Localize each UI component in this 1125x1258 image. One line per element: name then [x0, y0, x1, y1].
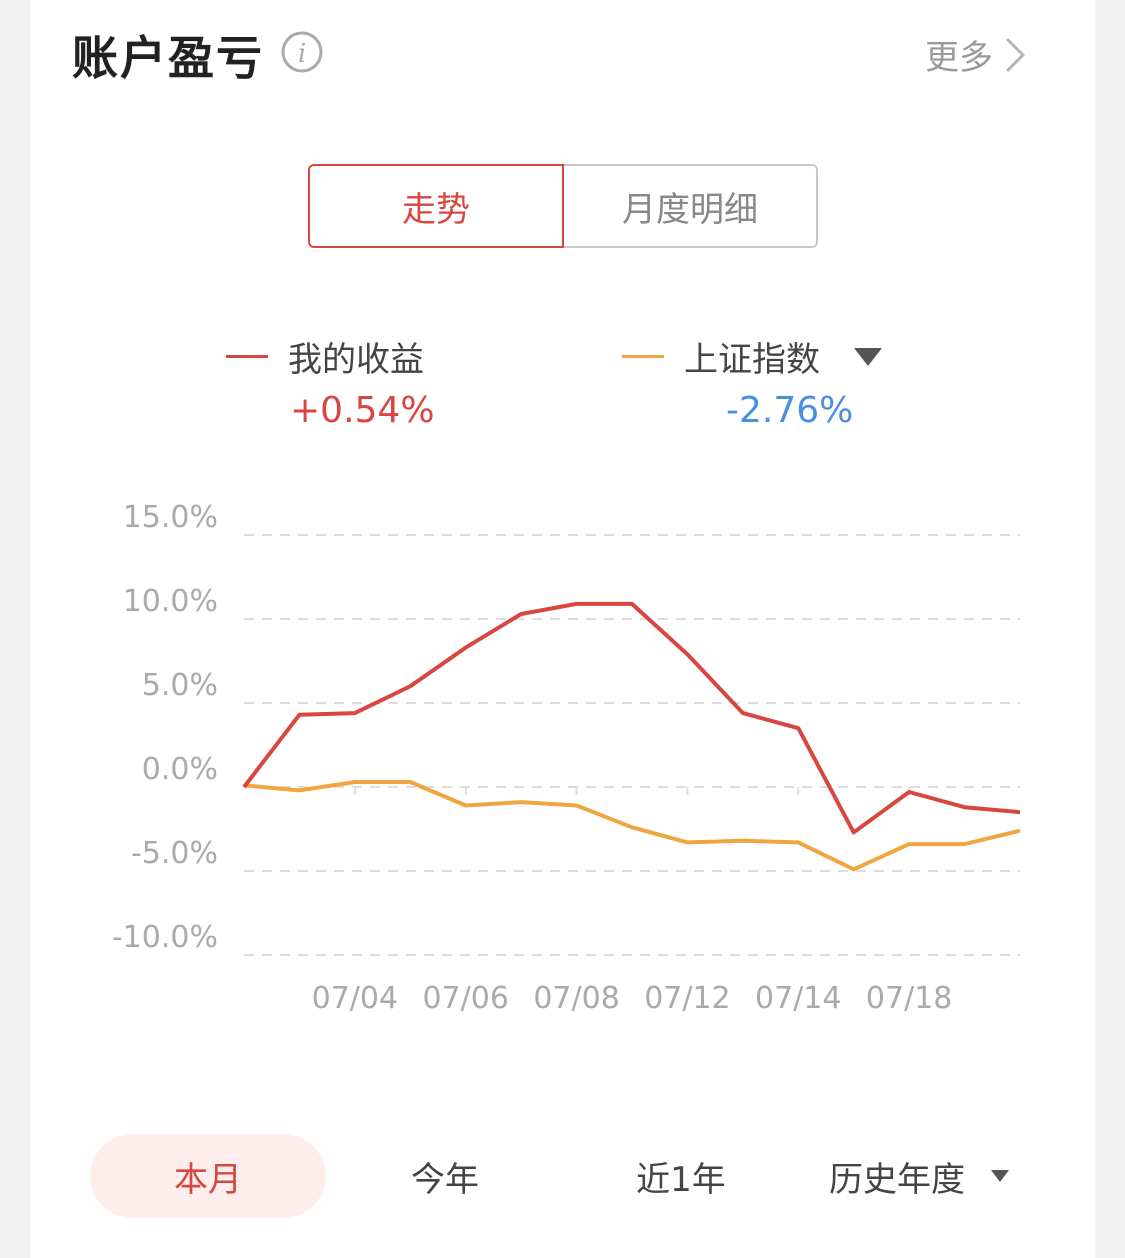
account-pnl-card: 账户盈亏 i 更多 走势 月度明细 我的收益 +0.54% 上证指数 -2.76… — [30, 0, 1095, 1258]
x-tick-label: 07/14 — [755, 981, 841, 1016]
x-tick-label: 07/12 — [644, 981, 730, 1016]
y-tick-label: 0.0% — [142, 752, 218, 787]
tab-trend-label: 走势 — [402, 189, 470, 230]
my-return-value: +0.54% — [290, 390, 435, 431]
legend-swatch — [622, 355, 664, 358]
info-icon[interactable]: i — [280, 30, 324, 74]
return-trend-chart: 15.0% 10.0% 5.0% 0.0% -5.0% -10.0% 07/04 07/06… — [112, 500, 1021, 1016]
chevron-right-icon — [1005, 37, 1026, 72]
legend-label: 我的收益 — [288, 340, 424, 380]
tab-monthly-detail-label: 月度明细 — [622, 189, 758, 230]
x-tick-label: 07/08 — [533, 981, 619, 1016]
chart-series — [242, 601, 1021, 872]
chart-grid — [244, 534, 1020, 956]
y-tick-label: -10.0% — [112, 920, 218, 955]
triangle-down-icon — [854, 347, 882, 366]
more-label: 更多 — [925, 38, 993, 78]
page-title: 账户盈亏 — [72, 31, 264, 85]
triangle-down-icon — [991, 1170, 1009, 1182]
legend-index-selector[interactable]: 上证指数 — [622, 332, 882, 381]
more-link[interactable]: 更多 — [925, 30, 1027, 79]
range-label: 历史年度 — [829, 1159, 965, 1200]
y-tick-label: 5.0% — [142, 668, 218, 703]
range-this-month[interactable]: 本月 — [90, 1134, 326, 1218]
range-history-year[interactable]: 历史年度 — [814, 1134, 1024, 1218]
tab-trend[interactable]: 走势 — [308, 164, 564, 248]
y-tick-label: 10.0% — [123, 584, 218, 619]
x-tick-label: 07/04 — [312, 981, 398, 1016]
range-label: 今年 — [411, 1159, 479, 1200]
y-tick-label: 15.0% — [123, 500, 218, 535]
index-return-value: -2.76% — [726, 390, 854, 431]
y-tick-label: -5.0% — [131, 836, 218, 871]
y-axis-ticks: 15.0% 10.0% 5.0% 0.0% -5.0% -10.0% — [112, 500, 218, 955]
x-tick-label: 07/18 — [866, 981, 952, 1016]
x-axis-ticks: 07/04 07/06 07/08 07/12 07/14 07/18 — [312, 981, 953, 1016]
svg-text:i: i — [298, 39, 306, 69]
legend-label: 上证指数 — [684, 340, 820, 380]
legend-my-return: 我的收益 — [226, 332, 424, 381]
x-tick-label: 07/06 — [422, 981, 508, 1016]
tab-monthly-detail[interactable]: 月度明细 — [564, 164, 818, 248]
range-last-1-year[interactable]: 近1年 — [596, 1134, 766, 1218]
time-range-tabs: 本月 今年 近1年 历史年度 — [30, 1134, 1095, 1218]
series-line — [242, 601, 1021, 835]
range-this-year[interactable]: 今年 — [360, 1134, 530, 1218]
range-label: 本月 — [174, 1159, 242, 1200]
legend-swatch — [226, 355, 268, 358]
view-tabs: 走势 月度明细 — [308, 164, 818, 248]
series-line — [243, 780, 1021, 872]
range-label: 近1年 — [636, 1159, 726, 1200]
